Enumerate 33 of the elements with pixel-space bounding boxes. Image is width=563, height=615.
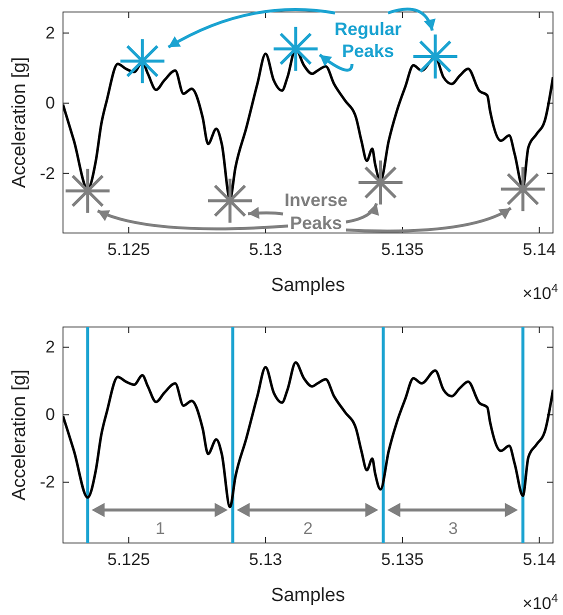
annotation: 1 <box>155 519 165 538</box>
y-tick-label: -2 <box>40 164 55 183</box>
x-tick-label: 5.125 <box>107 550 150 570</box>
x-tick-label: 5.135 <box>381 240 424 260</box>
x-tick-label: 5.125 <box>107 240 150 260</box>
point <box>118 38 166 85</box>
y-axis-title: Acceleration [g] <box>9 57 30 188</box>
x-tick-label: 5.13 <box>249 550 282 570</box>
point <box>64 167 112 214</box>
y-tick-label: 2 <box>46 338 55 357</box>
x-tick-label: 5.13 <box>249 240 282 260</box>
line-series <box>63 361 553 508</box>
y-tick-label: -2 <box>40 472 55 492</box>
y-tick-label: 0 <box>46 405 55 424</box>
point <box>206 177 254 224</box>
annotation: 3 <box>448 519 458 538</box>
x-tick-label: 5.135 <box>381 550 424 570</box>
x-tick-label: 5.14 <box>522 240 556 260</box>
point <box>357 158 404 206</box>
y-tick-label: 2 <box>46 23 55 42</box>
point <box>499 166 546 213</box>
x-axis-title: Samples <box>271 275 345 296</box>
x-tick-label: 5.14 <box>522 550 556 570</box>
text: ×10$^{4}$ <box>522 591 558 613</box>
legend-label: Inverse Peaks <box>284 190 348 233</box>
x-axis-title: Samples <box>271 585 345 606</box>
y-tick-label: 0 <box>46 94 55 113</box>
point <box>412 33 459 80</box>
legend-label: Regular Peaks <box>334 19 402 61</box>
annotation: 2 <box>303 519 313 538</box>
point <box>272 25 320 72</box>
y-axis-title: Acceleration [g] <box>9 370 30 500</box>
text: ×10$^{4}$ <box>522 281 558 303</box>
